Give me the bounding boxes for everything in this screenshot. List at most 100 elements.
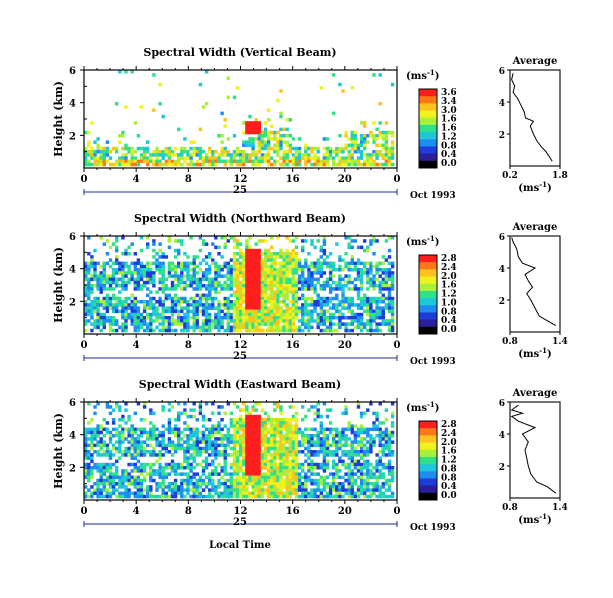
heatmap-cell xyxy=(276,143,280,148)
heatmap-cell xyxy=(363,446,367,451)
heatmap-cell xyxy=(124,328,128,333)
heatmap-cell xyxy=(183,146,187,151)
heatmap-cell xyxy=(121,325,125,330)
heatmap-cell xyxy=(301,405,305,409)
heatmap-cell xyxy=(245,411,249,416)
heatmap-cell xyxy=(257,482,261,486)
heatmap-cell xyxy=(239,300,243,304)
heatmap-cell xyxy=(245,450,249,454)
heatmap-cell xyxy=(136,287,141,291)
heatmap-cell xyxy=(99,453,103,457)
heatmap-cell xyxy=(186,478,190,483)
heatmap-cell xyxy=(316,325,320,330)
heatmap-cell xyxy=(319,437,323,441)
heatmap-cell xyxy=(189,309,193,314)
heatmap-cell xyxy=(288,418,292,422)
heatmap-cell xyxy=(316,150,320,154)
heatmap-cell xyxy=(170,284,175,288)
heatmap-cell xyxy=(136,482,141,486)
heatmap-cell xyxy=(239,462,243,467)
heatmap-cell xyxy=(273,150,277,154)
heatmap-cell xyxy=(294,261,299,266)
heatmap-cell xyxy=(304,414,308,419)
heatmap-cell xyxy=(279,408,283,412)
heatmap-cell xyxy=(93,156,97,160)
heatmap-cell xyxy=(170,427,175,432)
heatmap-cell xyxy=(381,434,385,438)
heatmap-cell xyxy=(195,462,199,467)
heatmap-cell xyxy=(270,434,274,438)
heatmap-cell xyxy=(167,309,172,314)
heatmap-cell xyxy=(335,462,339,467)
heatmap-cell xyxy=(387,440,392,444)
heatmap-cell xyxy=(307,478,311,483)
heatmap-cell xyxy=(257,268,261,272)
heatmap-cell xyxy=(390,494,395,499)
heatmap-cell xyxy=(177,162,181,167)
heatmap-cell xyxy=(251,162,255,167)
heatmap-cell xyxy=(183,252,187,256)
heatmap-cell xyxy=(316,239,320,243)
heatmap-cell xyxy=(242,421,246,425)
heatmap-cell xyxy=(316,472,320,476)
heatmap-cell xyxy=(198,296,203,301)
heatmap-cell xyxy=(276,424,280,428)
heatmap-cell xyxy=(260,306,265,310)
heatmap-cell xyxy=(155,150,159,154)
heatmap-cell xyxy=(366,466,370,470)
heatmap-cell xyxy=(338,264,342,269)
heatmap-cell xyxy=(335,296,339,301)
heatmap-cell xyxy=(214,280,218,285)
colorbar-swatch xyxy=(419,464,437,472)
heatmap-cell xyxy=(242,434,246,438)
heatmap-cell xyxy=(390,434,395,438)
heatmap-cell xyxy=(111,303,116,307)
heatmap-cell xyxy=(245,239,249,243)
heatmap-cell xyxy=(115,475,119,480)
heatmap-cell xyxy=(254,494,258,499)
heatmap-cell xyxy=(260,268,265,272)
heatmap-cell xyxy=(285,325,289,330)
heatmap-cell xyxy=(173,450,178,454)
heatmap-cell xyxy=(282,316,286,320)
heatmap-cell xyxy=(235,485,240,489)
heatmap-cell xyxy=(263,472,268,476)
heatmap-cell xyxy=(198,248,203,253)
heatmap-cell xyxy=(136,261,141,266)
heatmap-cell xyxy=(279,446,283,451)
heatmap-cell xyxy=(347,137,351,141)
heatmap-cell xyxy=(217,437,221,441)
heatmap-cell xyxy=(127,245,131,250)
heatmap-cell xyxy=(96,306,100,310)
heatmap-cell xyxy=(251,159,255,164)
heatmap-cell xyxy=(127,450,131,454)
heatmap-cell xyxy=(127,277,131,282)
heatmap-cell xyxy=(335,440,339,444)
heatmap-cell xyxy=(220,140,224,144)
heatmap-cell xyxy=(142,466,147,470)
heatmap-cell xyxy=(353,137,358,141)
heatmap-cell xyxy=(248,236,252,240)
heatmap-cell xyxy=(263,434,268,438)
heatmap-cell xyxy=(294,328,299,333)
heatmap-cell xyxy=(266,325,271,330)
heatmap-cell xyxy=(316,402,320,406)
heatmap-cell xyxy=(232,443,237,448)
heatmap-cell xyxy=(124,322,128,326)
heatmap-cell xyxy=(220,284,224,288)
heatmap-cell xyxy=(273,162,277,167)
heatmap-cell xyxy=(198,328,203,333)
heatmap-cell xyxy=(304,459,308,464)
heatmap-cell xyxy=(260,319,265,323)
heatmap-cell xyxy=(384,296,389,301)
heatmap-cell xyxy=(161,255,165,259)
heatmap-cell xyxy=(211,485,215,489)
heatmap-cell xyxy=(350,482,354,486)
heatmap-cell xyxy=(273,472,277,476)
heatmap-cell xyxy=(127,427,131,432)
heatmap-cell xyxy=(257,440,261,444)
heatmap-cell xyxy=(245,469,249,473)
heatmap-cell xyxy=(384,478,389,483)
heatmap-cell xyxy=(245,437,249,441)
heatmap-cell xyxy=(121,287,125,291)
